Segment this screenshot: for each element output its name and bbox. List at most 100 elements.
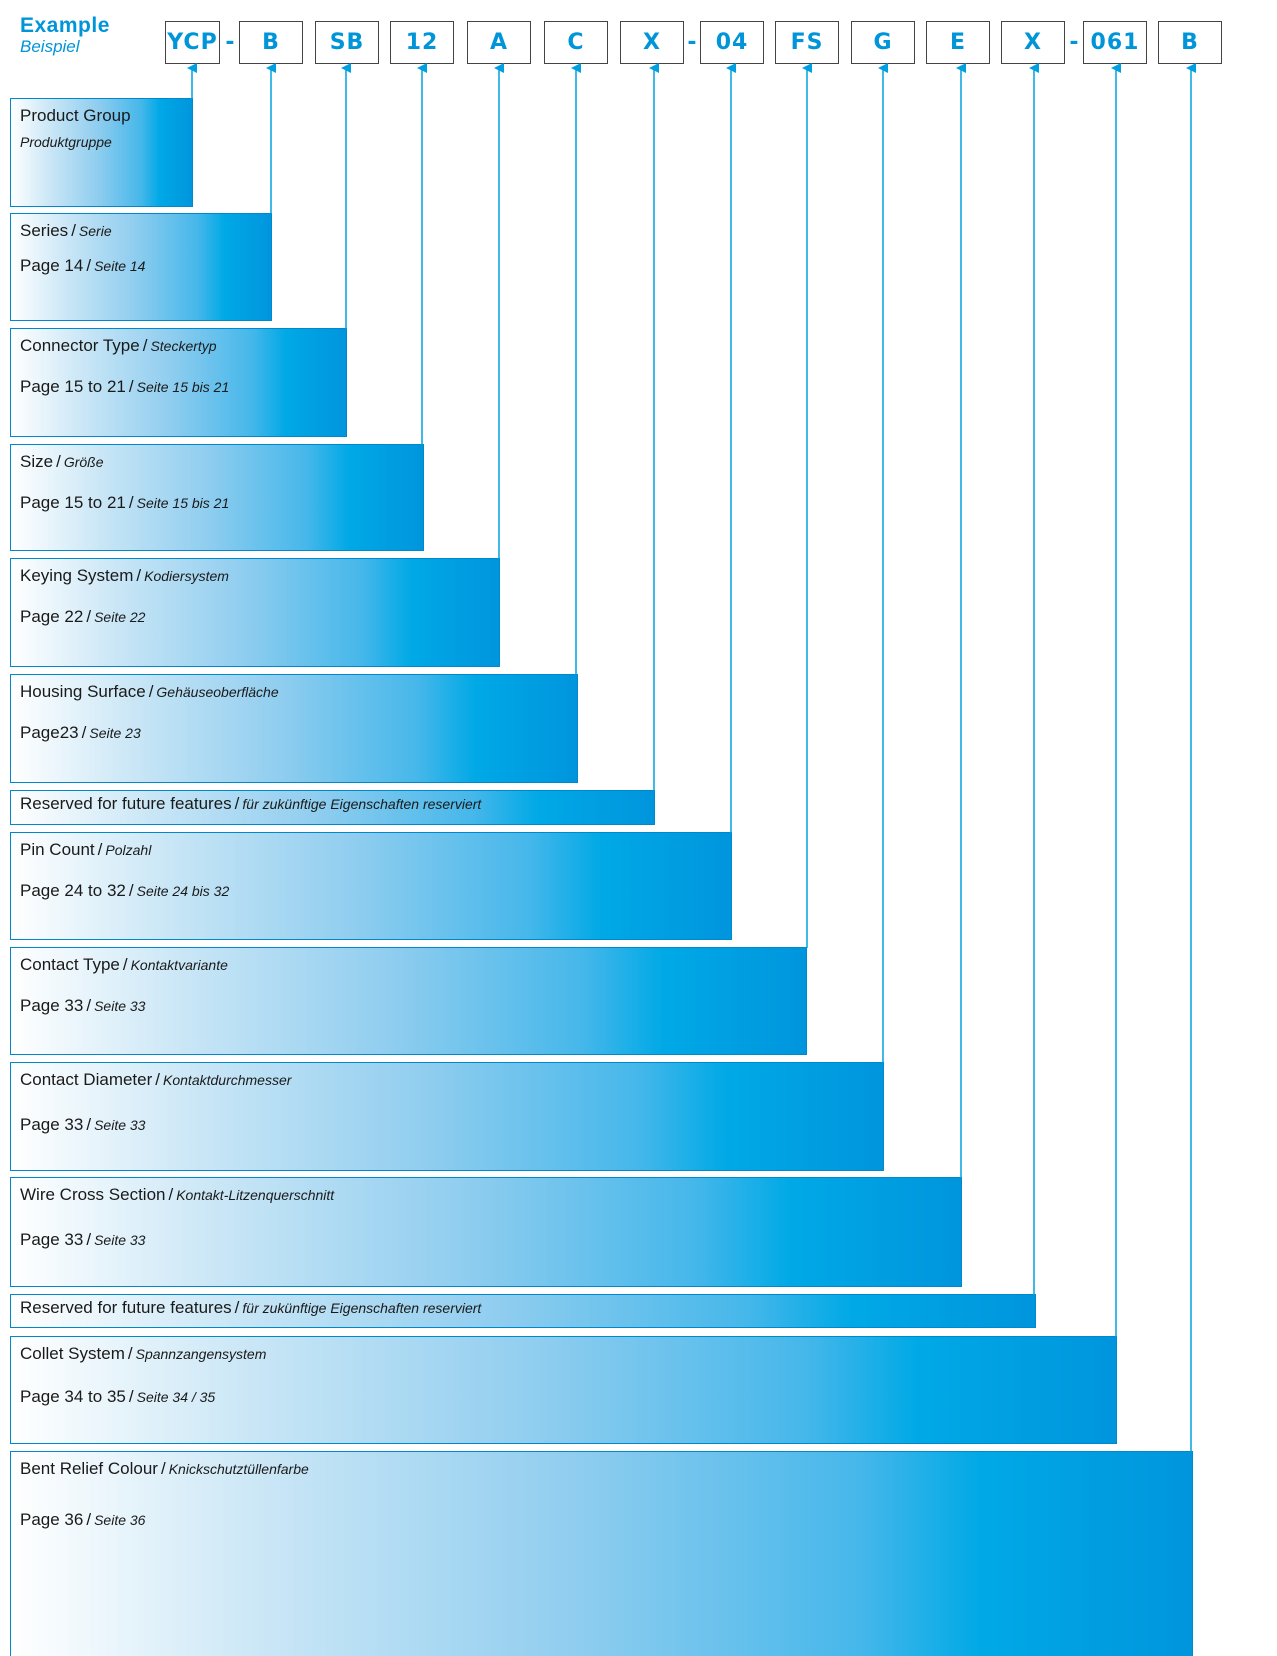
block-collet-system: Collet System / Spannzangensystem Page 34 … [10, 1336, 1117, 1444]
code-box-collet-system: 061 [1083, 21, 1147, 64]
block-separator: / [160, 1459, 166, 1478]
block-page-german: Seite 15 bis 21 [136, 495, 230, 511]
block-page-german: Seite 15 bis 21 [136, 379, 230, 395]
block-separator: / [86, 1115, 92, 1134]
block-separator: / [128, 881, 134, 900]
block-page: Page23 [20, 723, 79, 742]
example-label: Example [20, 14, 110, 37]
block-separator: / [86, 1510, 92, 1529]
block-label-german: Kodiersystem [144, 568, 229, 584]
block-label: Connector Type [20, 336, 140, 355]
block-page-german: Seite 22 [94, 609, 146, 625]
block-separator: / [234, 1298, 240, 1317]
block-series: Series / Serie Page 14/Seite 14 [10, 213, 272, 321]
block-size: Size / Größe Page 15 to 21/Seite 15 bis 21 [10, 444, 424, 551]
block-page: Page 15 to 21 [20, 493, 126, 512]
block-reserved-1: Reserved for future features / für zukünft… [10, 790, 655, 825]
block-page-german: Seite 33 [94, 1232, 146, 1248]
block-page: Page 24 to 32 [20, 881, 126, 900]
block-separator: / [97, 840, 103, 859]
code-dash: - [1069, 30, 1079, 55]
block-separator: / [127, 1344, 133, 1363]
block-label: Contact Diameter [20, 1070, 153, 1089]
block-label-german: Gehäuseoberfläche [156, 684, 279, 700]
block-label: Keying System [20, 566, 134, 585]
block-page-german: Seite 34 / 35 [136, 1389, 216, 1405]
block-separator: / [86, 256, 92, 275]
code-box-pin-count: 04 [700, 21, 764, 64]
block-page-german: Seite 33 [94, 998, 146, 1014]
block-page: Page 36 [20, 1510, 84, 1529]
block-contact-type: Contact Type / Kontaktvariante Page 33/Sei… [10, 947, 807, 1055]
block-separator: / [86, 996, 92, 1015]
code-box-contact-diameter: G [851, 21, 915, 64]
block-separator: / [155, 1070, 161, 1089]
block-separator: / [86, 1230, 92, 1249]
block-contact-diameter: Contact Diameter / Kontaktdurchmesser Page… [10, 1062, 884, 1171]
block-separator: / [71, 221, 76, 240]
block-label-german: für zukünftige Eigenschaften reserviert [242, 1300, 482, 1316]
code-dash: - [225, 30, 235, 55]
block-separator: / [136, 566, 142, 585]
block-label: Reserved for future features [20, 794, 232, 813]
code-box-keying-system: A [467, 21, 531, 64]
block-page-german: Seite 33 [94, 1117, 146, 1133]
block-separator: / [142, 336, 148, 355]
block-label: Reserved for future features [20, 1298, 232, 1317]
code-box-reserved-1: X [620, 21, 684, 64]
block-keying-system: Keying System / Kodiersystem Page 22/Seite… [10, 558, 500, 667]
block-separator: / [168, 1185, 174, 1204]
block-label-german: Serie [78, 223, 112, 239]
block-separator: / [122, 955, 128, 974]
block-label: Series [20, 221, 69, 240]
block-label-german: Polzahl [105, 842, 152, 858]
block-label-german: Kontaktdurchmesser [163, 1072, 292, 1088]
block-product-group: Product Group Produktgruppe [10, 98, 193, 207]
block-label: Collet System [20, 1344, 125, 1363]
block-page: Page 22 [20, 607, 84, 626]
code-box-product-group: YCP [165, 21, 220, 64]
block-housing-surface: Housing Surface / Gehäuseoberfläche Page23… [10, 674, 578, 783]
block-label: Size [20, 452, 54, 471]
block-label-german: Größe [63, 454, 104, 470]
block-pin-count: Pin Count / Polzahl Page 24 to 32/Seite 24… [10, 832, 732, 940]
example-label-german: Beispiel [20, 37, 80, 56]
code-box-reserved-2: X [1001, 21, 1065, 64]
block-separator: / [86, 607, 92, 626]
block-label-german: Knickschutztüllenfarbe [168, 1461, 309, 1477]
block-label: Product Group [20, 106, 131, 125]
code-box-bent-relief-colour: B [1158, 21, 1222, 64]
block-page: Page 15 to 21 [20, 377, 126, 396]
block-reserved-2: Reserved for future features / für zukünft… [10, 1294, 1036, 1328]
block-separator: / [128, 1387, 134, 1406]
code-box-connector-type: SB [315, 21, 379, 64]
code-dash: - [687, 30, 697, 55]
block-bent-relief-colour: Bent Relief Colour / Knickschutztüllenfarb… [10, 1451, 1193, 1656]
block-label-german: Spannzangensystem [135, 1346, 267, 1362]
block-label: Bent Relief Colour [20, 1459, 158, 1478]
block-page-german: Seite 36 [94, 1512, 146, 1528]
block-page-german: Seite 23 [89, 725, 141, 741]
block-separator: / [234, 794, 240, 813]
block-connector-type: Connector Type / Steckertyp Page 15 to 21/… [10, 328, 347, 437]
block-wire-cross-section: Wire Cross Section / Kontakt-Litzenquersch… [10, 1177, 962, 1287]
code-box-size: 12 [390, 21, 454, 64]
block-separator: / [81, 723, 87, 742]
block-label: Wire Cross Section [20, 1185, 166, 1204]
block-page: Page 34 to 35 [20, 1387, 126, 1406]
block-page: Page 33 [20, 1115, 84, 1134]
block-label-german: Produktgruppe [20, 134, 112, 150]
block-label: Pin Count [20, 840, 95, 859]
block-separator: / [128, 377, 134, 396]
example-title: Example Beispiel [20, 14, 110, 57]
block-label-german: Steckertyp [150, 338, 217, 354]
code-box-series: B [239, 21, 303, 64]
block-separator: / [148, 682, 154, 701]
block-label: Contact Type [20, 955, 120, 974]
block-label-german: Kontakt-Litzenquerschnitt [176, 1187, 335, 1203]
block-page: Page 14 [20, 256, 84, 275]
block-page-german: Seite 14 [94, 258, 146, 274]
block-label-german: für zukünftige Eigenschaften reserviert [242, 796, 482, 812]
block-separator: / [128, 493, 134, 512]
